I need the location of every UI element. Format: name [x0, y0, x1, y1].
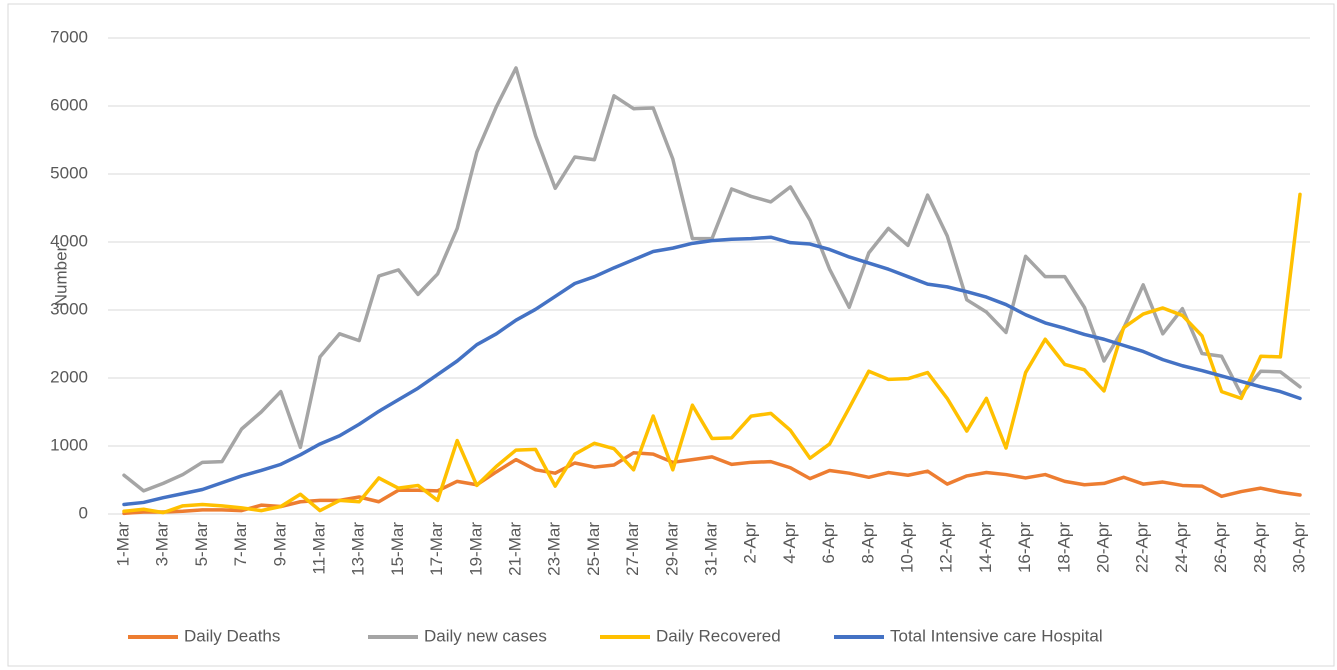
y-tick-label: 4000	[50, 231, 88, 250]
x-tick-label: 10-Apr	[897, 522, 916, 573]
y-tick-label: 5000	[50, 163, 88, 182]
x-tick-label: 8-Apr	[858, 522, 877, 564]
legend-label: Total Intensive care Hospital	[890, 626, 1103, 645]
x-tick-label: 7-Mar	[231, 522, 250, 567]
y-tick-label: 7000	[50, 27, 88, 46]
legend-label: Daily new cases	[424, 626, 547, 645]
y-tick-label: 1000	[50, 435, 88, 454]
x-tick-label: 24-Apr	[1172, 522, 1191, 573]
x-tick-label: 2-Apr	[741, 522, 760, 564]
x-tick-label: 13-Mar	[349, 522, 368, 576]
x-tick-label: 18-Apr	[1054, 522, 1073, 573]
x-tick-label: 4-Apr	[780, 522, 799, 564]
data-line	[122, 235, 1302, 507]
y-tick-label: 3000	[50, 299, 88, 318]
x-tick-label: 30-Apr	[1289, 522, 1308, 573]
x-tick-label: 26-Apr	[1211, 522, 1230, 573]
x-tick-label: 19-Mar	[466, 522, 485, 576]
x-tick-label: 14-Apr	[976, 522, 995, 573]
x-tick-label: 6-Apr	[819, 522, 838, 564]
x-tick-label: 31-Mar	[701, 522, 720, 576]
chart-frame	[7, 3, 1335, 667]
data-line	[122, 66, 1302, 493]
data-line	[122, 192, 1302, 515]
x-tick-label: 23-Mar	[545, 522, 564, 576]
x-tick-label: 22-Apr	[1133, 522, 1152, 573]
x-tick-label: 3-Mar	[153, 522, 172, 567]
y-axis-label: Number	[51, 245, 70, 306]
x-tick-label: 11-Mar	[309, 522, 328, 575]
y-tick-label: 6000	[50, 95, 88, 114]
x-tick-label: 28-Apr	[1250, 522, 1269, 573]
x-tick-label: 21-Mar	[505, 522, 524, 576]
x-tick-label: 16-Apr	[1015, 522, 1034, 573]
legend-label: Daily Recovered	[656, 626, 781, 645]
x-tick-label: 20-Apr	[1093, 522, 1112, 573]
x-tick-label: 27-Mar	[623, 522, 642, 576]
y-tick-label: 2000	[50, 367, 88, 386]
data-line	[122, 451, 1302, 516]
x-tick-label: 25-Mar	[584, 522, 603, 576]
y-tick-label: 0	[79, 503, 88, 522]
legend-label: Daily Deaths	[184, 626, 280, 645]
x-tick-label: 29-Mar	[662, 522, 681, 576]
x-tick-label: 9-Mar	[270, 522, 289, 567]
x-tick-label: 1-Mar	[113, 522, 132, 567]
x-tick-label: 12-Apr	[937, 522, 956, 573]
x-tick-label: 5-Mar	[192, 522, 211, 567]
x-tick-label: 15-Mar	[388, 522, 407, 576]
x-tick-label: 17-Mar	[427, 522, 446, 576]
